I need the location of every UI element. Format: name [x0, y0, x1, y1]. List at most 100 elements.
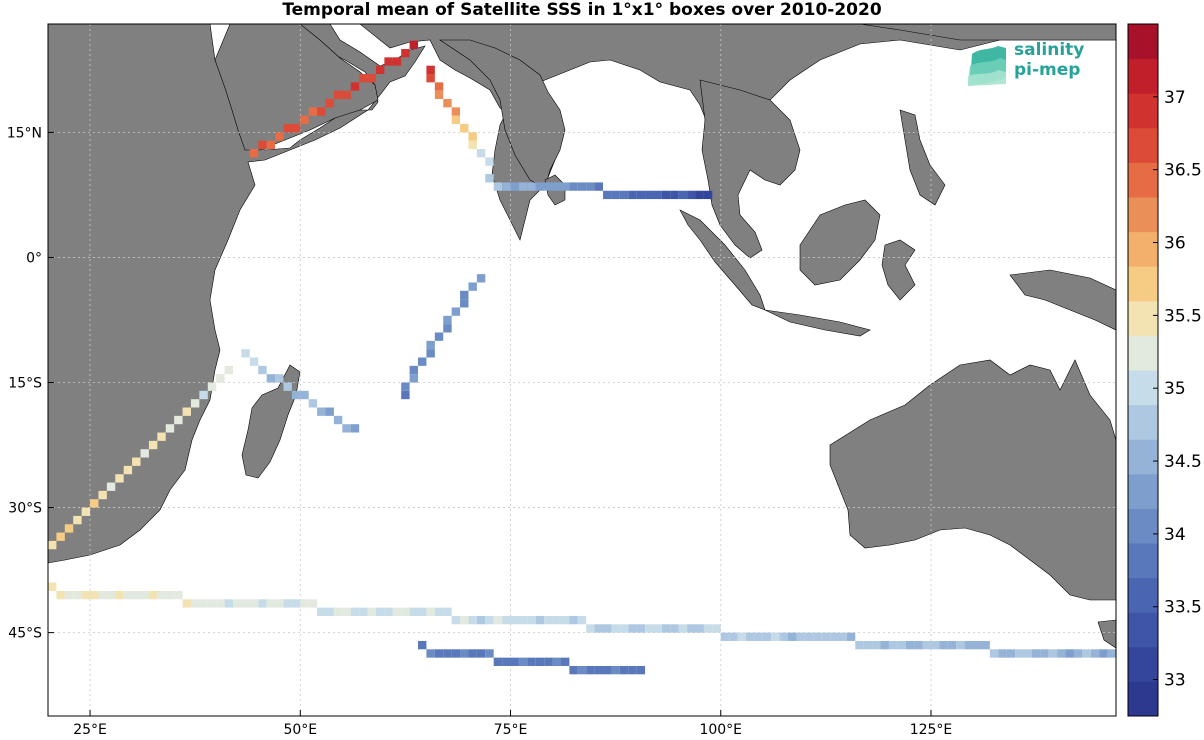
sss-cell [611, 190, 620, 200]
sss-cell [434, 649, 444, 658]
sss-cell [535, 657, 545, 666]
philippines-land [899, 109, 946, 206]
sss-cell [81, 590, 91, 600]
sss-cell [535, 615, 545, 625]
sss-cell [502, 657, 511, 666]
sss-cell [266, 374, 276, 383]
sss-cell [140, 449, 149, 458]
sss-cell [451, 107, 461, 116]
sss-cell [308, 399, 318, 408]
sss-cell [502, 615, 511, 625]
sss-cell [788, 632, 797, 641]
sss-cell [384, 57, 393, 66]
sss-cell [636, 624, 646, 633]
sss-cell [628, 190, 637, 200]
sss-cell [552, 657, 561, 666]
sss-cell [90, 499, 99, 508]
sss-cell [333, 415, 343, 425]
sss-cell [443, 324, 452, 333]
sss-cell [426, 649, 435, 658]
sss-cell [645, 624, 654, 633]
sss-cell [1090, 649, 1100, 658]
sss-cell [418, 607, 427, 616]
sss-cell [275, 132, 284, 141]
sss-cell [350, 424, 360, 433]
sss-cell [56, 532, 65, 541]
sss-cell [165, 424, 175, 433]
sss-cell [291, 390, 301, 400]
colorbar-segment [1128, 162, 1158, 198]
sss-cell [359, 607, 368, 616]
sss-cell [174, 415, 183, 425]
sss-cell [569, 615, 578, 625]
sss-cell [308, 107, 318, 116]
sss-cell [493, 657, 503, 666]
sss-cell [48, 540, 57, 550]
sss-cell [745, 632, 755, 641]
colorbar-tick-label: 35 [1164, 379, 1186, 399]
colorbar-tick-label: 33 [1164, 671, 1186, 691]
y-tick-label: 30°S [8, 501, 42, 517]
colorbar-segment [1128, 197, 1158, 233]
sss-cell [527, 182, 536, 191]
sss-cell [762, 632, 772, 641]
colorbar-segment [1128, 370, 1158, 406]
sss-cell [216, 374, 225, 383]
sss-cell [838, 632, 847, 641]
y-tick-label: 45°S [8, 626, 42, 642]
sss-cell [586, 665, 595, 675]
x-tick-label: 75°E [494, 722, 528, 738]
sss-cell [687, 190, 696, 200]
sss-cell [249, 357, 259, 366]
plot-area [48, 24, 1116, 716]
sss-cell [939, 640, 948, 650]
sss-cell [401, 382, 410, 391]
sss-cell [98, 590, 107, 600]
plot-frame [47, 23, 1117, 717]
sss-cell [132, 590, 141, 600]
sss-cell [342, 90, 351, 100]
sss-cell [989, 649, 999, 658]
sss-cell [493, 182, 503, 191]
sss-cell [350, 607, 360, 616]
sss-cell [476, 615, 486, 625]
sss-cell [190, 599, 200, 608]
sss-cell [897, 640, 906, 650]
sss-cell [1023, 649, 1032, 658]
sss-cell [569, 182, 578, 191]
sss-cell [502, 182, 511, 191]
sss-cell [106, 590, 116, 600]
sss-cell [510, 615, 519, 625]
africa-land [48, 24, 426, 564]
sss-cell [619, 624, 629, 633]
sss-cell [586, 182, 595, 191]
sss-cell [190, 399, 200, 408]
sss-cell [1040, 649, 1049, 658]
sss-cell [544, 657, 553, 666]
sss-cell [771, 632, 780, 641]
sss-cell [653, 624, 662, 633]
sss-cell [535, 182, 545, 191]
y-tick-label: 15°N [7, 125, 42, 141]
sss-cell [249, 149, 259, 158]
colorbar-segment [1128, 266, 1158, 302]
sss-cell [451, 307, 461, 316]
sss-cell [207, 599, 217, 608]
x-tick-label: 125°E [910, 722, 953, 738]
sss-cell [914, 640, 923, 650]
sss-cell [434, 607, 444, 616]
sss-cell [678, 624, 688, 633]
sss-cell [317, 407, 326, 416]
sss-cell [636, 190, 646, 200]
sss-cell [594, 624, 604, 633]
sss-cell [426, 340, 435, 350]
sss-cell [359, 74, 368, 83]
sss-cell [426, 65, 435, 75]
sss-cell [325, 407, 334, 416]
sss-cell [468, 140, 477, 150]
australia-land [829, 359, 1116, 601]
sss-cell [661, 624, 671, 633]
sss-cell [468, 615, 477, 625]
sss-cell [1082, 649, 1091, 658]
